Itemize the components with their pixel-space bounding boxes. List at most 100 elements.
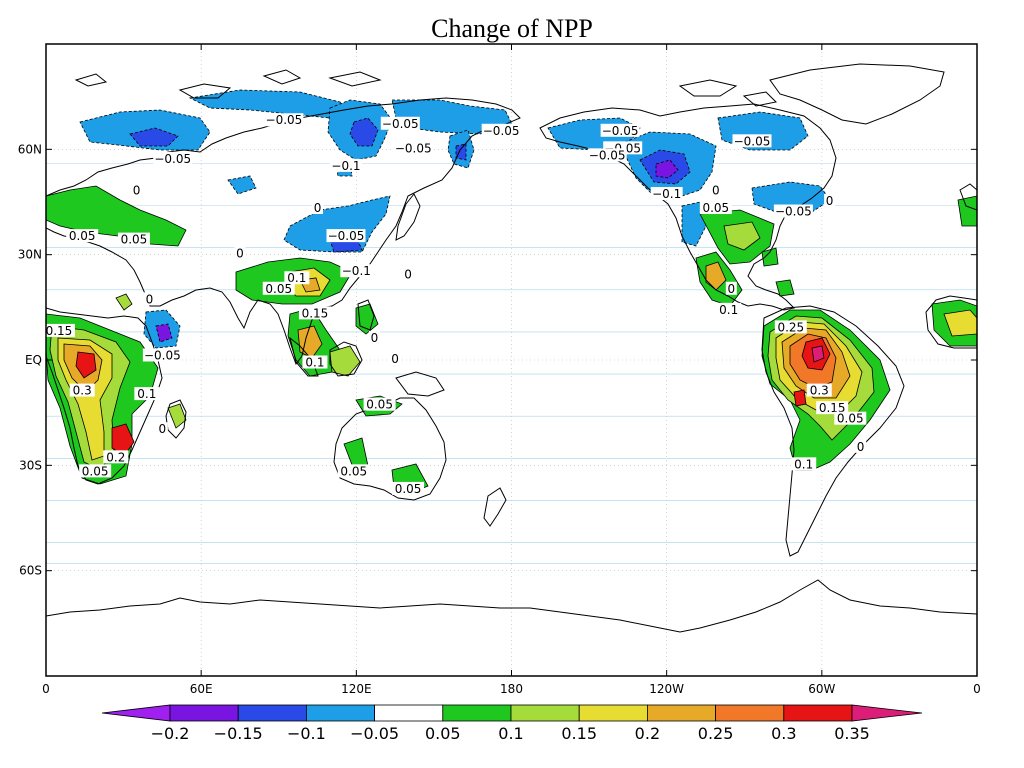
contour-label: −0.1 (342, 264, 371, 278)
contour-label: −0.05 (395, 141, 432, 155)
colorbar-label: 0.15 (561, 724, 597, 743)
contour-label: 0 (727, 282, 735, 296)
siberia-west-core (129, 127, 179, 147)
europe-far-east-positive-region (957, 195, 977, 227)
colorbar-swatch (305, 704, 375, 722)
borneo-coastline (329, 341, 363, 377)
contour-label: 0.05 (340, 464, 367, 478)
contour-label-box (774, 320, 807, 334)
contour-label-box (716, 302, 742, 316)
contour-label-box (264, 113, 304, 127)
sumatra-coastline (289, 336, 319, 377)
contour-label-box (855, 439, 867, 453)
contour-label: 0.1 (287, 271, 306, 285)
contour-label: 0.05 (265, 282, 292, 296)
contour-label-box (650, 186, 683, 200)
colorbar-label: 0.35 (834, 724, 870, 743)
canadian-arctic-coastline (678, 79, 778, 107)
lon-label: 0 (973, 682, 981, 696)
uk-coastline (959, 183, 977, 211)
contour-label-box (600, 123, 640, 137)
kamchatka-core (455, 143, 467, 161)
contour-label-box (302, 355, 328, 369)
greenland-coastline (769, 63, 945, 125)
borneo-positive-region (329, 345, 361, 377)
contour-label: −0.05 (382, 117, 419, 131)
japan-coastline (395, 193, 421, 241)
contour-label-box (816, 401, 849, 415)
contour-label: 0.15 (302, 306, 329, 320)
lat-label: 60S (19, 564, 42, 578)
contour-label: 0 (314, 201, 322, 215)
contour-label-box (725, 281, 737, 295)
contour-labels: −0.05 −0.05 −0.05 −0.05 −0.05 −0.1 0 0 −0.05 0.05… (46, 113, 867, 496)
colorbar-label: 0.25 (698, 724, 734, 743)
colorbar-swatch (647, 704, 717, 722)
lat-label: 60N (18, 142, 42, 156)
canada-core-inner (655, 159, 679, 179)
contour-label-box (298, 306, 331, 320)
contour-label-box (363, 397, 396, 411)
amazon-positive-core-inner (811, 345, 825, 363)
contour-label: −0.05 (602, 124, 639, 138)
lon-label: 0 (42, 682, 50, 696)
contour-label: 0.25 (777, 320, 804, 334)
latitude-axis: 60N 30N EQ 30S 60S (18, 142, 977, 578)
africa-coastline (46, 307, 163, 485)
siberia-north-negative-region (188, 89, 349, 119)
contour-label: −0.05 (328, 229, 365, 243)
contour-label: 0.1 (719, 303, 738, 317)
africa-positive-core (75, 351, 97, 379)
lat-label: 30S (19, 458, 42, 472)
contour-label: 0.05 (702, 201, 729, 215)
contour-label-box (791, 457, 817, 471)
contour-label-box (284, 271, 310, 285)
arctic-islands-coastline (74, 69, 382, 99)
contour-label: 0.05 (366, 398, 393, 412)
colorbar-swatch (578, 704, 648, 722)
lat-label: EQ (25, 353, 42, 367)
contour-label-box (329, 158, 362, 172)
contour-label: 0.3 (810, 384, 829, 398)
atlantic-africa-positive-inner (943, 309, 977, 337)
contour-label-box (402, 267, 414, 281)
amazon-positive-core-south (793, 389, 807, 407)
contour-label: 0.05 (395, 482, 422, 496)
contour-label-box (389, 352, 401, 365)
contour-label: 0.05 (82, 464, 109, 478)
contour-label-box (587, 148, 627, 162)
southern-africa-positive-core (111, 423, 135, 457)
contour-label-box (134, 387, 160, 401)
contour-label: −0.05 (144, 348, 181, 362)
lon-label: 120E (341, 682, 372, 696)
colorbar-label: 0.3 (771, 724, 796, 743)
west-africa-coastline (925, 295, 977, 349)
contour-label: 0.1 (305, 356, 324, 370)
contour-label-box (368, 330, 380, 344)
contour-label-box (824, 194, 836, 207)
contour-label-box (156, 422, 168, 436)
lon-label: 120W (649, 682, 684, 696)
contour-label: 0 (826, 194, 834, 208)
contour-label: 0.1 (137, 387, 156, 401)
new-guinea-coastline (395, 371, 445, 397)
contour-label: −0.05 (154, 152, 191, 166)
contour-label: 0 (391, 352, 399, 366)
colorbar: −0.2 −0.15 −0.1 −0.05 0.05 0.1 0.15 0.2 0.25 0.3 0… (101, 704, 923, 743)
contour-label: 0.2 (106, 450, 125, 464)
contour-label-box (806, 383, 832, 397)
eurasia-coastline (46, 97, 521, 366)
contour-label: 0 (712, 183, 720, 197)
madagascar-positive-spot (167, 403, 187, 429)
contour-label-box (131, 183, 143, 197)
colorbar-swatch (374, 704, 444, 722)
contour-label: 0.15 (46, 324, 73, 338)
contour-label-box (732, 134, 772, 148)
colorbar-swatch (442, 704, 512, 722)
philippines-coastline (357, 299, 375, 331)
colorbar-label: −0.1 (287, 724, 326, 743)
contour-label-box (103, 450, 129, 464)
contour-label-box (143, 292, 155, 306)
central-america-positive-spot (775, 279, 795, 297)
